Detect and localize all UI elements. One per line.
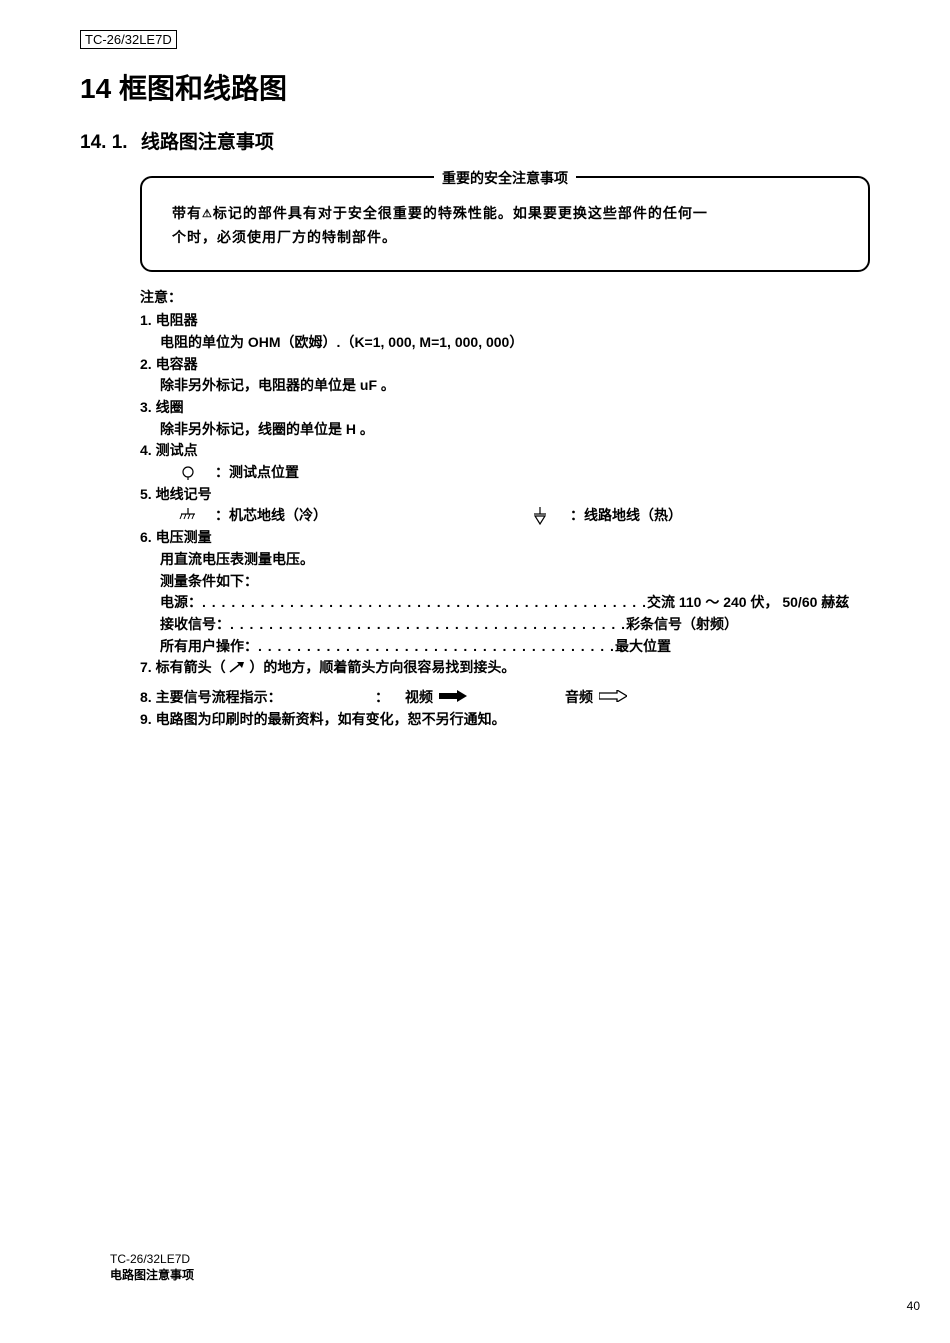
audio-signal: 音频 (565, 687, 627, 709)
footer-model: TC-26/32LE7D (110, 1252, 194, 1266)
safety-text: 带有⚠标记的部件具有对于安全很重要的特殊性能。如果要更换这些部件的任何一 个时，… (172, 202, 838, 250)
note-7-pre: 7. 标有箭头（ (140, 659, 226, 675)
chapter-number: 14 (80, 73, 111, 104)
note-4-symbol-row: ：测试点位置 (140, 462, 870, 484)
note-3-title: 3. 线圈 (140, 397, 870, 419)
note-5-ground-row: ：机芯地线（冷） ：线路地线（热） (140, 505, 870, 527)
chapter-title: 14 框图和线路图 (80, 67, 870, 107)
note-6-body1: 用直流电压表测量电压。 (140, 549, 870, 571)
power-label: 电源： (160, 592, 202, 614)
footer-text: 电路图注意事项 (110, 1266, 194, 1283)
footer: TC-26/32LE7D 电路图注意事项 (110, 1252, 194, 1283)
chassis-ground-group: ：机芯地线（冷） (160, 505, 510, 527)
note-6-signal-row: 接收信号： . . . . . . . . . . . . . . . . . … (140, 614, 870, 636)
note-6-body2: 测量条件如下： (140, 571, 870, 593)
safety-line1-pre: 带有 (172, 205, 202, 221)
user-value: 最大位置 (615, 636, 671, 658)
section-title: 14. 1. 线路图注意事项 (80, 127, 870, 154)
note-6-user-row: 所有用户操作： . . . . . . . . . . . . . . . . … (140, 636, 870, 658)
note-2-title: 2. 电容器 (140, 354, 870, 376)
note-8-label: 8. 主要信号流程指示： (140, 687, 375, 709)
warning-triangle-icon: ⚠ (202, 205, 213, 224)
test-point-icon (160, 466, 215, 480)
note-2-body: 除非另外标记，电阻器的单位是 uF 。 (140, 375, 870, 397)
note-6-title: 6. 电压测量 (140, 527, 870, 549)
note-4-label: ：测试点位置 (215, 462, 299, 484)
dots: . . . . . . . . . . . . . . . . . . . . … (230, 614, 626, 636)
page-number: 40 (907, 1299, 920, 1313)
outline-arrow-icon (599, 687, 627, 709)
note-6-power-row: 电源： . . . . . . . . . . . . . . . . . . … (140, 592, 870, 614)
note-9: 9. 电路图为印刷时的最新资料，如有变化，恕不另行通知。 (140, 709, 870, 731)
connector-arrow-icon (229, 658, 245, 680)
note-1-body: 电阻的单位为 OHM（欧姆）.（K=1, 000, M=1, 000, 000） (140, 332, 870, 354)
power-value: 交流 110 ～ 240 伏， 50/60 赫兹 (647, 592, 849, 614)
notes-heading: 注意： (140, 287, 870, 309)
user-label: 所有用户操作： (160, 636, 258, 658)
section-text: 线路图注意事项 (141, 132, 274, 153)
dots: . . . . . . . . . . . . . . . . . . . . … (258, 636, 615, 658)
note-4-title: 4. 测试点 (140, 440, 870, 462)
solid-arrow-icon (439, 687, 467, 709)
signal-value: 彩条信号（射频） (626, 614, 738, 636)
dots: . . . . . . . . . . . . . . . . . . . . … (202, 592, 647, 614)
note-1-title: 1. 电阻器 (140, 310, 870, 332)
safety-notice-box: 重要的安全注意事项 带有⚠标记的部件具有对于安全很重要的特殊性能。如果要更换这些… (140, 176, 870, 272)
chassis-ground-icon (160, 508, 215, 524)
line-ground-label: ：线路地线（热） (570, 505, 682, 527)
note-5-title: 5. 地线记号 (140, 484, 870, 506)
note-7: 7. 标有箭头（ ）的地方，顺着箭头方向很容易找到接头。 (140, 657, 870, 679)
note-3-body: 除非另外标记，线圈的单位是 H 。 (140, 419, 870, 441)
audio-label: 音频 (565, 687, 593, 709)
note-7-post: ）的地方，顺着箭头方向很容易找到接头。 (249, 659, 515, 675)
safety-line1-post: 标记的部件具有对于安全很重要的特殊性能。如果要更换这些部件的任何一 (213, 205, 708, 221)
chassis-ground-label: ：机芯地线（冷） (215, 505, 327, 527)
note-8-row: 8. 主要信号流程指示： ： 视频 音频 (140, 687, 870, 709)
chapter-text: 框图和线路图 (119, 73, 287, 104)
notes-section: 注意： 1. 电阻器 电阻的单位为 OHM（欧姆）.（K=1, 000, M=1… (140, 287, 870, 731)
safety-line2: 个时，必须使用厂方的特制部件。 (172, 229, 397, 245)
model-header: TC-26/32LE7D (80, 30, 177, 49)
colon: ： (375, 687, 405, 709)
signal-label: 接收信号： (160, 614, 230, 636)
safety-box-title: 重要的安全注意事项 (434, 168, 576, 188)
video-label: 视频 (405, 687, 433, 709)
video-signal: 视频 (405, 687, 565, 709)
line-ground-icon (510, 507, 570, 525)
line-ground-group: ：线路地线（热） (510, 505, 682, 527)
section-number: 14. 1. (80, 132, 128, 153)
